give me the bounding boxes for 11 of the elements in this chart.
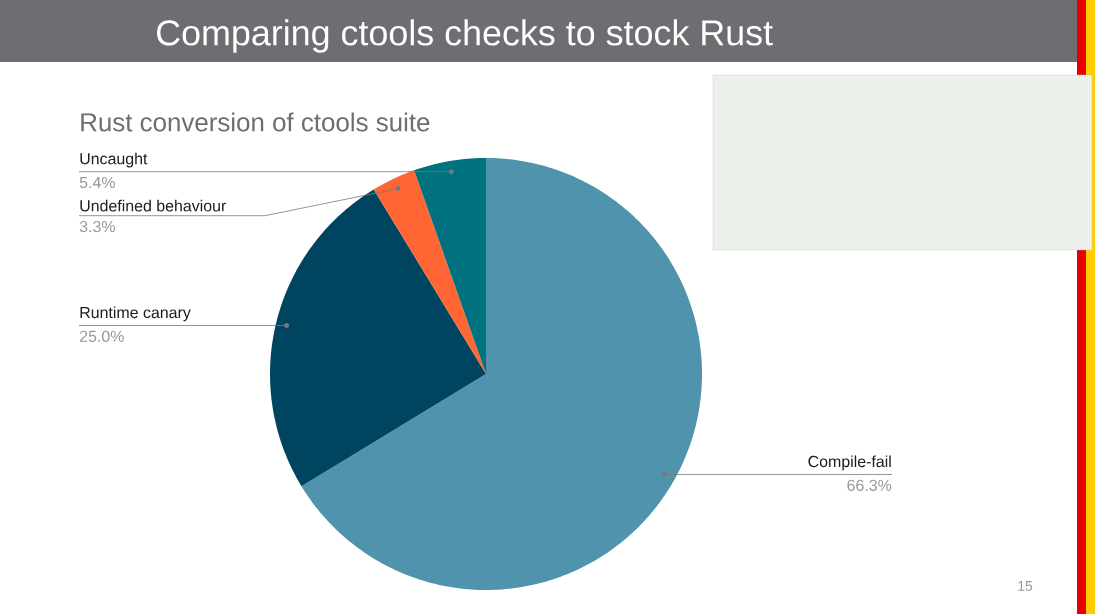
chart-title: Comparing ctools checks to stock Rust — [157, 19, 773, 53]
data-label: 66.3% — [847, 479, 892, 491]
slice-label: Runtime canary — [80, 306, 191, 322]
data-label: 3.3% — [79, 220, 115, 233]
text: 15 — [1018, 581, 1033, 591]
data-label: 25.0% — [80, 330, 124, 342]
slice-label: Compile-fail — [808, 455, 891, 471]
data-label: 5.4% — [79, 176, 115, 189]
slice-label: Undefined behaviour — [80, 199, 227, 212]
slice-label: Uncaught — [80, 152, 148, 168]
chart-subtitle: Rust conversion of ctools suite — [81, 112, 430, 132]
